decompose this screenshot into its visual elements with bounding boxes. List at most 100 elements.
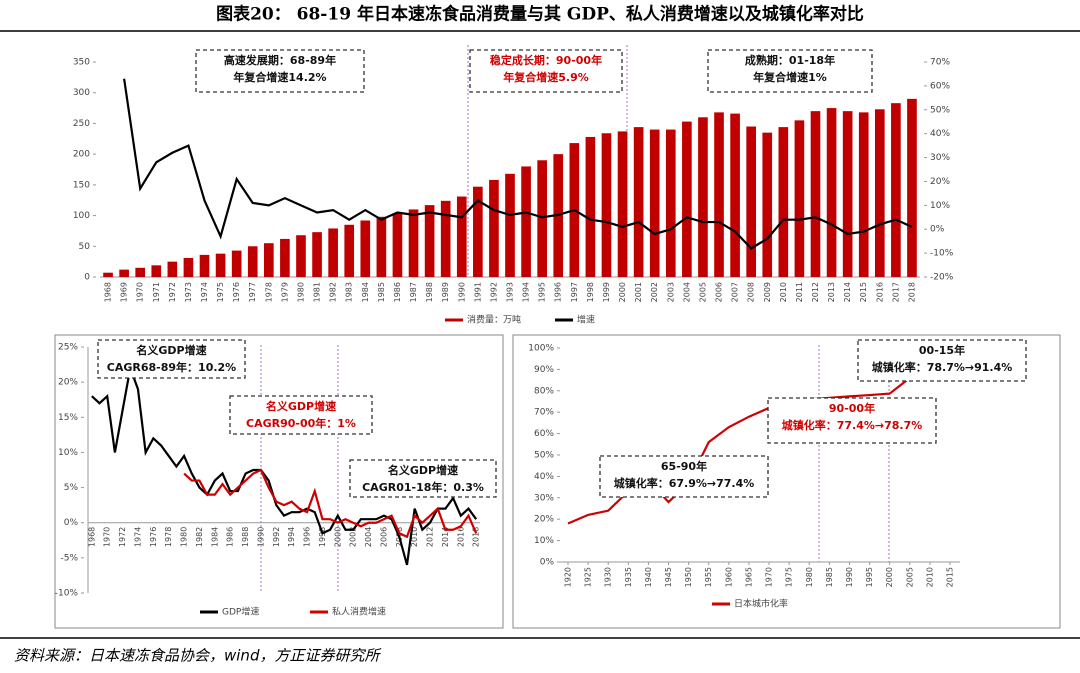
x-tick-label: 1940 [644, 567, 653, 587]
line-series [91, 363, 478, 566]
legend-label: GDP增速 [222, 606, 259, 618]
x-tick-label: 1972 [168, 282, 177, 302]
x-tick-label: 2007 [731, 282, 740, 302]
annotation-text: 城镇化率：78.7%→91.4% [872, 360, 1013, 374]
x-tick-label: 1992 [489, 282, 498, 302]
x-tick-label: 1990 [256, 527, 265, 547]
bar [874, 109, 885, 277]
annotation-text: CAGR90-00年：1% [246, 416, 356, 430]
x-tick-label: 2011 [795, 282, 804, 302]
x-tick-label: 2002 [349, 527, 358, 547]
x-tick-label: 1981 [313, 282, 322, 302]
bar [119, 269, 129, 277]
bar [473, 186, 483, 277]
x-tick-label: 1994 [287, 527, 296, 547]
y-tick-label: 60% [930, 81, 950, 91]
y-tick-label: 150 [73, 180, 90, 190]
bar [231, 250, 242, 277]
annotation-text: 90-00年 [829, 401, 875, 415]
bar [456, 196, 467, 277]
y-tick-label: 20% [534, 515, 554, 525]
line-series [567, 365, 951, 525]
x-tick-label: 1969 [120, 282, 129, 302]
x-tick-label: 1920 [564, 567, 573, 587]
annotation-box [349, 459, 497, 498]
line-series [123, 78, 913, 250]
x-tick-label: 1986 [393, 282, 402, 302]
x-tick-label: 2016 [456, 527, 465, 547]
x-tick-label: 1998 [318, 527, 327, 547]
x-tick-label: 2000 [885, 567, 894, 587]
bar [891, 103, 901, 278]
x-tick-label: 2006 [379, 527, 388, 547]
bar [698, 117, 708, 278]
x-tick-label: 1930 [604, 567, 613, 587]
x-tick-label: 1995 [865, 567, 874, 587]
bar [810, 111, 821, 278]
bar [135, 267, 146, 277]
x-tick-label: 2010 [925, 567, 934, 587]
bar [521, 166, 531, 277]
x-tick-label: 1925 [584, 567, 593, 587]
x-tick-label: 1935 [624, 567, 633, 587]
x-tick-label: 2016 [875, 282, 884, 302]
annotation-box [229, 395, 373, 435]
bar [296, 235, 306, 277]
x-tick-label: 1976 [232, 282, 241, 302]
x-tick-label: 1990 [845, 567, 854, 587]
x-tick-label: 1968 [104, 282, 113, 302]
annotation-box [857, 339, 1027, 382]
x-tick-label: 1999 [602, 282, 611, 302]
x-tick-label: 2010 [410, 527, 419, 547]
x-tick-label: 2004 [682, 282, 691, 302]
y-tick-label: 0 [84, 273, 90, 283]
legend-label: 私人消费增速 [332, 606, 386, 618]
x-tick-label: 1970 [765, 567, 774, 587]
x-tick-label: 1994 [522, 282, 531, 302]
x-tick-label: 1950 [684, 567, 693, 587]
y-tick-label: 20% [930, 177, 950, 187]
x-tick-label: 1980 [180, 527, 189, 547]
x-tick-label: 2001 [634, 282, 643, 302]
bar [199, 254, 210, 277]
x-tick-label: 2017 [891, 282, 900, 302]
bar [907, 98, 917, 277]
x-tick-label: 2005 [905, 567, 914, 587]
y-tick-label: 50% [534, 451, 554, 461]
y-tick-label: 30% [534, 493, 554, 503]
x-tick-label: 2014 [843, 282, 852, 302]
x-tick-label: 1991 [473, 282, 482, 302]
x-tick-label: 2004 [364, 527, 373, 547]
x-tick-label: 1970 [136, 282, 145, 302]
x-tick-label: 1986 [226, 527, 235, 547]
x-tick-label: 2018 [472, 527, 481, 547]
bar [392, 213, 403, 277]
line-series [183, 468, 478, 539]
x-tick-label: 1978 [164, 527, 173, 547]
x-tick-label: 2003 [666, 282, 675, 302]
annotation-box [195, 49, 365, 93]
y-tick-label: 300 [73, 88, 90, 98]
annotation-text: 年复合增速5.9% [503, 70, 589, 84]
bar [778, 127, 789, 277]
annotation-text: 年复合增速1% [753, 70, 827, 84]
legend-label: 日本城市化率 [734, 598, 788, 610]
bar [424, 205, 435, 277]
annotation-text: 年复合增速14.2% [233, 70, 326, 84]
y-tick-label: 100% [528, 344, 554, 354]
annotation-box [767, 397, 937, 444]
y-tick-label: 50% [930, 105, 950, 115]
x-tick-label: 1985 [825, 567, 834, 587]
x-tick-label: 1985 [377, 282, 386, 302]
annotation-box [599, 455, 769, 498]
bar [280, 238, 290, 277]
bar [633, 127, 644, 277]
y-tick-label: 200 [73, 150, 90, 160]
bar [617, 131, 628, 277]
x-tick-label: 1980 [805, 567, 814, 587]
annotation-text: 城镇化率：77.4%→78.7% [782, 418, 923, 432]
annotation-text: 城镇化率：67.9%→77.4% [614, 476, 755, 490]
bar [328, 228, 338, 277]
bar [247, 246, 258, 277]
y-tick-label: 0% [540, 558, 555, 568]
